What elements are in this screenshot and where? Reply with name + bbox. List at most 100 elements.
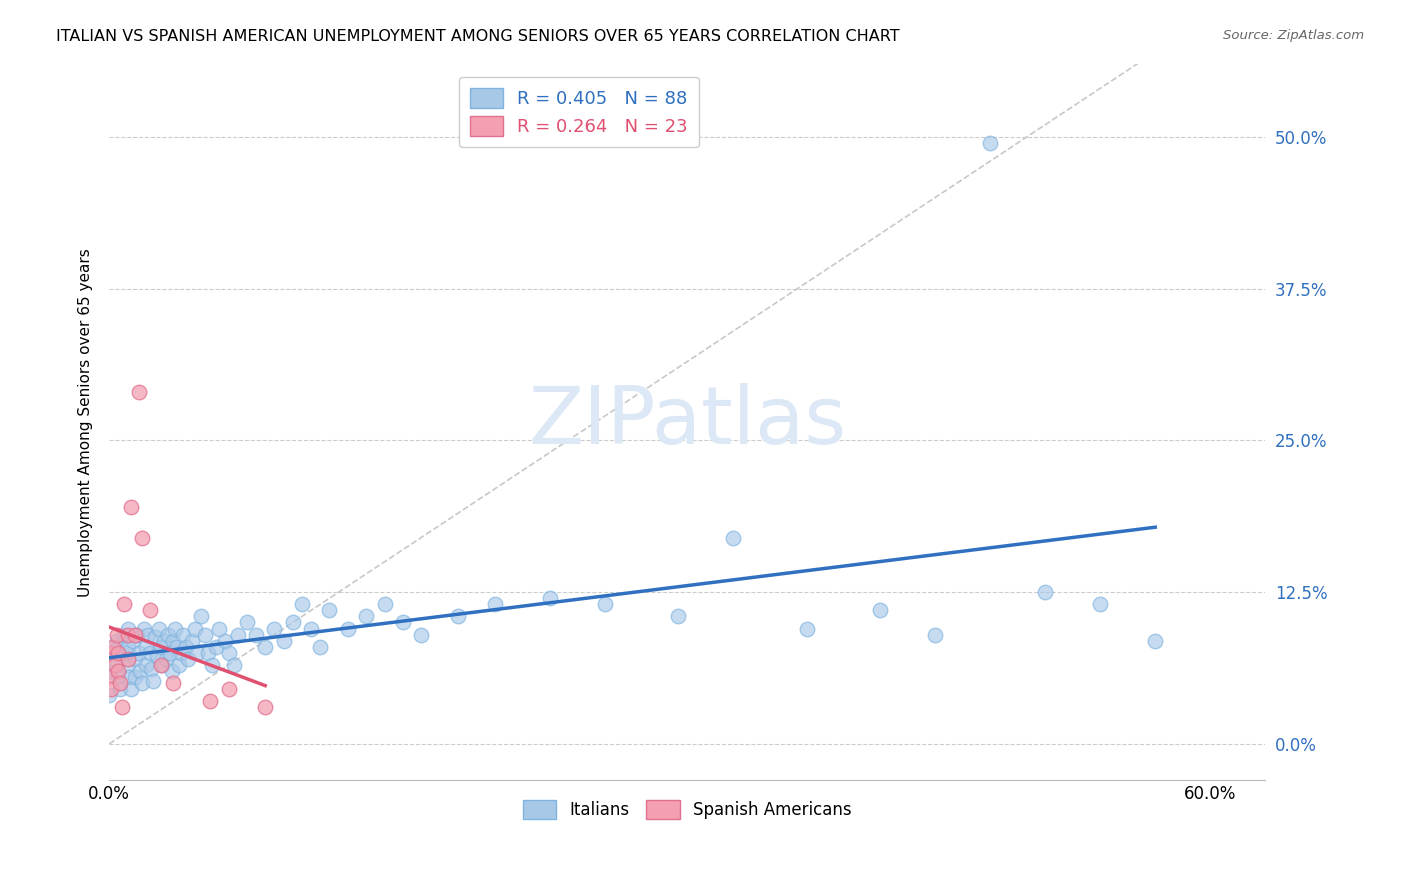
Point bbox=[117, 627, 139, 641]
Point bbox=[336, 622, 359, 636]
Point bbox=[124, 652, 146, 666]
Point bbox=[254, 700, 277, 714]
Point bbox=[131, 676, 153, 690]
Point bbox=[114, 646, 136, 660]
Point bbox=[299, 622, 322, 636]
Point bbox=[309, 640, 332, 654]
Point bbox=[236, 615, 259, 630]
Point bbox=[176, 640, 198, 654]
Point bbox=[135, 657, 157, 672]
Text: ITALIAN VS SPANISH AMERICAN UNEMPLOYMENT AMONG SENIORS OVER 65 YEARS CORRELATION: ITALIAN VS SPANISH AMERICAN UNEMPLOYMENT… bbox=[56, 29, 900, 44]
Point bbox=[194, 627, 217, 641]
Point bbox=[869, 603, 891, 617]
Point bbox=[538, 591, 561, 606]
Point bbox=[162, 676, 184, 690]
Point bbox=[721, 531, 744, 545]
Point bbox=[208, 622, 231, 636]
Point bbox=[124, 627, 146, 641]
Point bbox=[98, 646, 121, 660]
Point bbox=[484, 597, 506, 611]
Point bbox=[1033, 585, 1056, 599]
Point bbox=[291, 597, 314, 611]
Point bbox=[281, 615, 304, 630]
Point bbox=[124, 670, 146, 684]
Point bbox=[354, 609, 377, 624]
Point bbox=[204, 640, 226, 654]
Point bbox=[120, 682, 142, 697]
Point bbox=[107, 640, 129, 654]
Point bbox=[136, 627, 159, 641]
Point bbox=[118, 670, 141, 684]
Point bbox=[197, 646, 219, 660]
Point bbox=[132, 622, 155, 636]
Point bbox=[155, 652, 177, 666]
Point bbox=[222, 657, 245, 672]
Point bbox=[162, 633, 184, 648]
Point bbox=[105, 627, 128, 641]
Point bbox=[142, 673, 165, 688]
Point bbox=[170, 646, 193, 660]
Point bbox=[156, 627, 179, 641]
Point bbox=[100, 682, 122, 697]
Point bbox=[160, 664, 183, 678]
Point bbox=[190, 609, 212, 624]
Point bbox=[159, 646, 181, 660]
Point bbox=[184, 622, 207, 636]
Point bbox=[117, 622, 139, 636]
Point bbox=[1090, 597, 1112, 611]
Point bbox=[107, 670, 129, 684]
Point bbox=[110, 682, 132, 697]
Point bbox=[120, 500, 142, 515]
Text: ZIPatlas: ZIPatlas bbox=[529, 384, 846, 461]
Point bbox=[138, 603, 160, 617]
Point bbox=[245, 627, 267, 641]
Point bbox=[112, 597, 135, 611]
Point bbox=[149, 657, 172, 672]
Point bbox=[128, 646, 150, 660]
Point bbox=[117, 657, 139, 672]
Point bbox=[135, 640, 157, 654]
Point bbox=[104, 657, 127, 672]
Point bbox=[110, 676, 132, 690]
Point bbox=[166, 640, 188, 654]
Point bbox=[117, 652, 139, 666]
Point bbox=[152, 657, 174, 672]
Point bbox=[373, 597, 395, 611]
Point bbox=[180, 633, 202, 648]
Point bbox=[105, 657, 128, 672]
Point bbox=[111, 700, 134, 714]
Point bbox=[318, 603, 340, 617]
Point bbox=[105, 633, 128, 648]
Point bbox=[214, 633, 236, 648]
Point bbox=[1144, 633, 1167, 648]
Point bbox=[273, 633, 295, 648]
Point bbox=[98, 689, 121, 703]
Point bbox=[254, 640, 277, 654]
Point bbox=[796, 622, 818, 636]
Point bbox=[107, 664, 129, 678]
Point bbox=[129, 664, 152, 678]
Point bbox=[198, 694, 221, 708]
Point bbox=[148, 622, 170, 636]
Point bbox=[141, 662, 163, 676]
Point bbox=[186, 646, 208, 660]
Point bbox=[98, 646, 121, 660]
Point bbox=[593, 597, 616, 611]
Point bbox=[128, 384, 150, 399]
Point bbox=[218, 682, 240, 697]
Point bbox=[411, 627, 433, 641]
Point bbox=[101, 640, 124, 654]
Point bbox=[125, 627, 148, 641]
Point bbox=[122, 633, 145, 648]
Point bbox=[153, 633, 176, 648]
Point bbox=[167, 657, 190, 672]
Text: Source: ZipAtlas.com: Source: ZipAtlas.com bbox=[1223, 29, 1364, 42]
Point bbox=[146, 648, 169, 663]
Point bbox=[263, 622, 285, 636]
Point bbox=[165, 622, 187, 636]
Y-axis label: Unemployment Among Seniors over 65 years: Unemployment Among Seniors over 65 years bbox=[79, 248, 93, 597]
Point bbox=[666, 609, 689, 624]
Point bbox=[201, 657, 224, 672]
Point bbox=[98, 664, 121, 678]
Point bbox=[143, 630, 166, 644]
